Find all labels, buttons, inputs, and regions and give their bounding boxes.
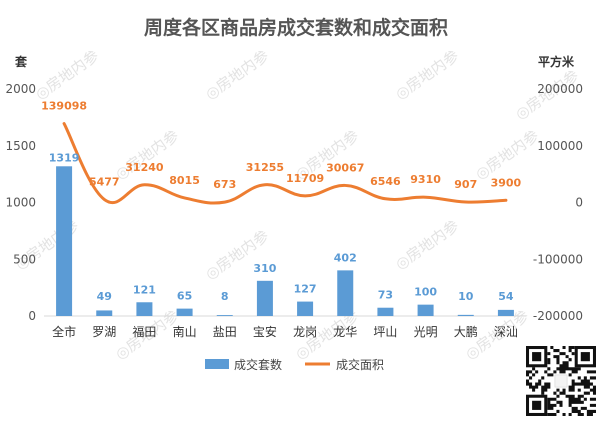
y-left-tick-label: 500 — [13, 252, 36, 266]
category-label: 龙华 — [333, 325, 357, 339]
qr-finder-core — [532, 400, 542, 410]
qr-finder-core — [532, 352, 542, 362]
line-value-label: 6546 — [370, 175, 401, 188]
category-label: 龙岗 — [293, 325, 317, 339]
bar-大鹏 — [457, 314, 474, 316]
y-left-unit: 套 — [14, 54, 28, 69]
line-value-label: 9310 — [410, 173, 441, 186]
category-label: 南山 — [173, 324, 197, 339]
category-labels: 全市 罗湖 福田 南山 盐田 宝安 龙岗 龙华 坪山 光明 大鹏 深汕 — [52, 324, 518, 339]
bar-value-label: 73 — [378, 289, 393, 302]
line-value-label: 30067 — [326, 161, 364, 174]
bar-龙岗 — [297, 301, 314, 316]
bar-value-label: 8 — [221, 290, 229, 303]
y-right-unit: 平方米 — [538, 54, 575, 69]
line-value-label: 31255 — [246, 161, 284, 174]
bar-福田 — [136, 302, 153, 316]
bar-value-label: 1319 — [49, 151, 80, 164]
category-label: 坪山 — [373, 325, 397, 339]
y-left-axis: 0 500 1000 1500 2000 — [5, 82, 36, 323]
watermark-text: ◎房地内参 — [202, 47, 272, 104]
bar-value-label: 49 — [97, 290, 112, 303]
line-value-label: 907 — [454, 178, 477, 191]
bar-value-label: 65 — [177, 290, 192, 303]
qr-finder-core — [580, 352, 590, 362]
bar-value-label: 121 — [133, 283, 156, 296]
chart-title: 周度各区商品房成交套数和成交面积 — [144, 16, 448, 39]
category-label: 光明 — [414, 325, 438, 339]
y-right-tick-label: 200000 — [537, 82, 583, 96]
bar-南山 — [176, 308, 193, 316]
y-left-tick-label: 1500 — [5, 139, 36, 153]
bar-value-label: 402 — [334, 251, 357, 264]
y-left-tick-label: 1000 — [5, 196, 36, 210]
legend-line-label: 成交面积 — [336, 357, 384, 372]
y-right-tick-label: 100000 — [537, 139, 583, 153]
bar-深汕 — [497, 309, 514, 316]
line-value-label: 139098 — [41, 100, 87, 113]
bar-value-label: 10 — [458, 290, 474, 303]
bar-value-label: 310 — [253, 262, 276, 275]
watermark-text: ◎房地内参 — [392, 217, 462, 274]
bar-全市 — [56, 166, 73, 316]
line-value-label: 8015 — [169, 174, 200, 187]
bar-坪山 — [377, 307, 394, 316]
category-label: 罗湖 — [92, 324, 116, 339]
line-value-label: 5477 — [89, 175, 120, 188]
qr-code — [524, 344, 598, 418]
line-value-label: 3900 — [491, 176, 522, 189]
legend-bar-label: 成交套数 — [234, 357, 282, 372]
qr-modules — [526, 346, 596, 416]
y-right-tick-label: -100000 — [533, 252, 583, 266]
bar-罗湖 — [96, 310, 113, 316]
watermark-text: ◎房地内参 — [32, 47, 102, 104]
watermark-text: ◎房地内参 — [472, 127, 542, 184]
category-label: 盐田 — [213, 325, 237, 339]
bar-value-label: 54 — [498, 290, 514, 303]
legend: 成交套数 成交面积 — [205, 357, 384, 372]
bar-盐田 — [216, 315, 233, 316]
category-label: 宝安 — [253, 324, 277, 339]
bar-龙华 — [337, 270, 354, 316]
y-right-tick-label: 0 — [575, 196, 583, 210]
line-value-label: 31240 — [125, 161, 164, 174]
category-label: 大鹏 — [454, 325, 478, 339]
bar-value-label: 100 — [414, 286, 437, 299]
y-right-axis: -200000 -100000 0 100000 200000 — [533, 82, 583, 323]
bar-series — [56, 166, 514, 316]
category-label: 全市 — [52, 324, 76, 339]
bar-光明 — [417, 304, 434, 316]
qr-logo — [554, 374, 568, 388]
bar-data-labels: 1319 49 121 65 8 310 127 402 73 100 10 54 — [49, 151, 514, 303]
line-series — [62, 122, 508, 205]
category-label: 深汕 — [494, 325, 518, 339]
bar-宝安 — [256, 280, 273, 316]
line-value-label: 11709 — [286, 172, 324, 185]
bar-value-label: 127 — [294, 283, 317, 296]
y-left-tick-label: 0 — [28, 309, 36, 323]
line-成交面积 — [62, 122, 508, 205]
y-left-tick-label: 2000 — [5, 82, 36, 96]
legend-bar-swatch — [205, 359, 229, 369]
watermark-text: ◎房地内参 — [392, 47, 462, 104]
category-label: 福田 — [132, 324, 156, 339]
y-right-tick-label: -200000 — [533, 309, 583, 323]
line-value-label: 673 — [213, 178, 236, 191]
